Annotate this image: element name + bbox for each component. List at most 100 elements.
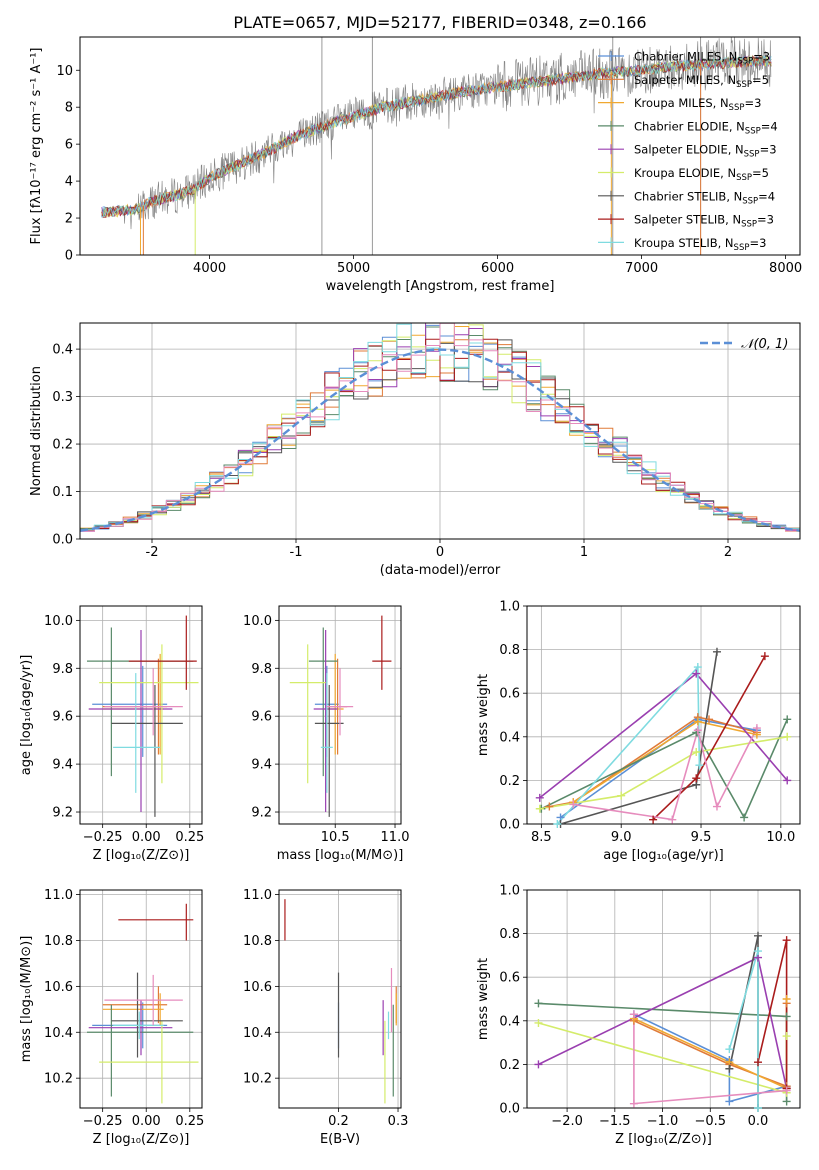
x-tick-label: 0.2	[328, 1114, 349, 1129]
x-tick-label: −0.5	[694, 1114, 726, 1129]
mass-weight-point	[692, 669, 701, 678]
axes-frame	[526, 889, 801, 1109]
x-tick-label: 8.5	[531, 830, 552, 845]
y-tick-label: 10.4	[243, 1026, 272, 1041]
y-tick-label: 0.1	[52, 485, 73, 500]
mass-weight-point	[754, 1058, 762, 1067]
mass-weight-point	[693, 717, 702, 726]
y-tick-label: 11.0	[44, 888, 73, 903]
mass-weight-point	[534, 1018, 543, 1027]
mass-weight-series	[539, 672, 788, 799]
chart-massweight-vs-age: 8.5 9.0 9.5 10.0 0.0 0.2 0.4 0.6 0.8 1.0 age [log₁…	[476, 600, 801, 863]
x-tick-label: 0.3	[388, 1114, 409, 1129]
y-axis-label: Flux [fλ10⁻¹⁷ erg cm⁻² s⁻¹ A⁻¹]	[29, 48, 44, 245]
y-tick-label: 9.2	[52, 806, 73, 821]
mass-weight-point	[617, 791, 626, 800]
x-tick-label: 0	[436, 545, 444, 560]
mass-weight-point	[754, 1104, 762, 1112]
legend-label-suffix: =3	[749, 236, 766, 250]
x-axis-label: E(B-V)	[320, 1132, 360, 1147]
y-axis-label: mass [log₁₀(M/M⊙)]	[19, 936, 34, 1063]
y-tick-label: 2	[65, 212, 73, 227]
y-tick-label: 0	[65, 249, 73, 264]
mass-weight-point	[725, 1045, 734, 1054]
residual-histogram	[80, 323, 800, 539]
plot-area-spectrum	[101, 37, 772, 255]
legend-label-main: Kroupa MILES, N	[634, 96, 729, 110]
x-axis-label: age [log₁₀(age/yr)]	[603, 848, 724, 863]
legend-label-sub: SSP	[745, 126, 761, 136]
mass-weight-series	[541, 719, 788, 820]
legend-label-main: Salpeter MILES, N	[634, 73, 736, 87]
mass-weight-point	[534, 999, 543, 1008]
legend-label: 𝒩(0, 1)	[741, 337, 788, 352]
y-tick-label: 10.2	[243, 1072, 272, 1087]
y-tick-label: 0.8	[499, 643, 520, 658]
y-tick-label: 9.8	[251, 662, 272, 677]
y-tick-label: 8	[65, 101, 73, 116]
y-tick-label: 0.4	[52, 343, 73, 358]
mass-weight-point	[782, 1032, 791, 1041]
mass-weight-point	[712, 647, 721, 656]
mass-weight-series	[652, 655, 766, 821]
mass-weight-point	[725, 1097, 734, 1106]
plot-area-mass-vs-ebv	[279, 890, 401, 1108]
mass-weight-point	[712, 802, 721, 811]
x-tick-label: -2	[146, 545, 159, 560]
legend-label-main: Salpeter ELODIE, N	[634, 143, 744, 157]
x-tick-label: 9.0	[611, 830, 632, 845]
x-tick-label: 6000	[481, 261, 514, 276]
mass-weight-point	[705, 715, 713, 724]
y-tick-label: 0.6	[499, 687, 520, 702]
legend-label-sub: SSP	[744, 150, 760, 160]
model-spectrum-line	[101, 55, 772, 218]
x-tick-label: 9.5	[691, 830, 712, 845]
mass-weight-point	[752, 724, 761, 733]
mass-weight-point	[553, 820, 562, 828]
legend-label-main: Chabrier ELODIE, N	[634, 119, 745, 133]
mass-weight-point	[693, 663, 702, 672]
axes-frame	[79, 36, 801, 256]
legend-label-main: Kroupa STELIB, N	[634, 236, 734, 250]
mass-weight-point	[569, 800, 578, 809]
y-axis-label: age [log₁₀(age/yr)]	[19, 655, 34, 776]
x-tick-label: 4000	[193, 261, 226, 276]
residual-histogram	[80, 323, 800, 539]
legend-label-suffix: =3	[760, 143, 777, 157]
plot-area-massweight-vs-Z	[527, 890, 800, 1108]
axes-frame	[278, 889, 402, 1109]
legend-label: Salpeter MILES, NSSP=5	[634, 73, 769, 90]
mass-weight-point	[692, 774, 701, 783]
x-tick-label: 0.0	[748, 1114, 769, 1129]
x-tick-label: 11.0	[381, 830, 410, 845]
legend-label: Chabrier ELODIE, NSSP=4	[634, 119, 778, 136]
mass-weight-point	[725, 1064, 734, 1073]
y-axis-label: mass weight	[476, 958, 491, 1040]
legend-label-main: Salpeter STELIB, N	[634, 213, 741, 227]
legend-label: Kroupa STELIB, NSSP=3	[634, 236, 766, 253]
y-tick-label: 10.8	[44, 934, 73, 949]
mass-weight-series	[539, 736, 788, 810]
y-tick-label: 10.8	[243, 934, 272, 949]
y-tick-label: 0.2	[52, 438, 73, 453]
y-tick-label: 11.0	[243, 888, 272, 903]
mass-weight-point	[692, 748, 701, 757]
legend-label: Salpeter STELIB, NSSP=3	[634, 213, 774, 230]
axes-frame	[278, 605, 402, 825]
y-tick-label: 0.4	[499, 1014, 520, 1029]
y-tick-label: 0.0	[52, 533, 73, 548]
y-tick-label: 10.2	[44, 1072, 73, 1087]
mass-weight-point	[754, 931, 762, 940]
legend-label-sub: SSP	[729, 103, 745, 113]
y-tick-label: 1.0	[499, 600, 520, 615]
y-tick-label: 9.8	[52, 662, 73, 677]
x-axis-label: wavelength [Angstrom, rest frame]	[326, 279, 555, 294]
x-tick-label: 0.00	[132, 1114, 161, 1129]
plot-area-mass-vs-Z	[80, 890, 202, 1108]
chart-residuals: -2 -1 0 1 2 0.0 0.1 0.2 0.3 0.4 (data-model)/error…	[29, 322, 801, 578]
axes-frame	[79, 322, 801, 540]
legend-label-main: Chabrier STELIB, N	[634, 189, 742, 203]
mass-weight-point	[782, 995, 791, 1003]
mass-weight-point	[545, 802, 554, 811]
legend-label-suffix: =3	[744, 96, 761, 110]
